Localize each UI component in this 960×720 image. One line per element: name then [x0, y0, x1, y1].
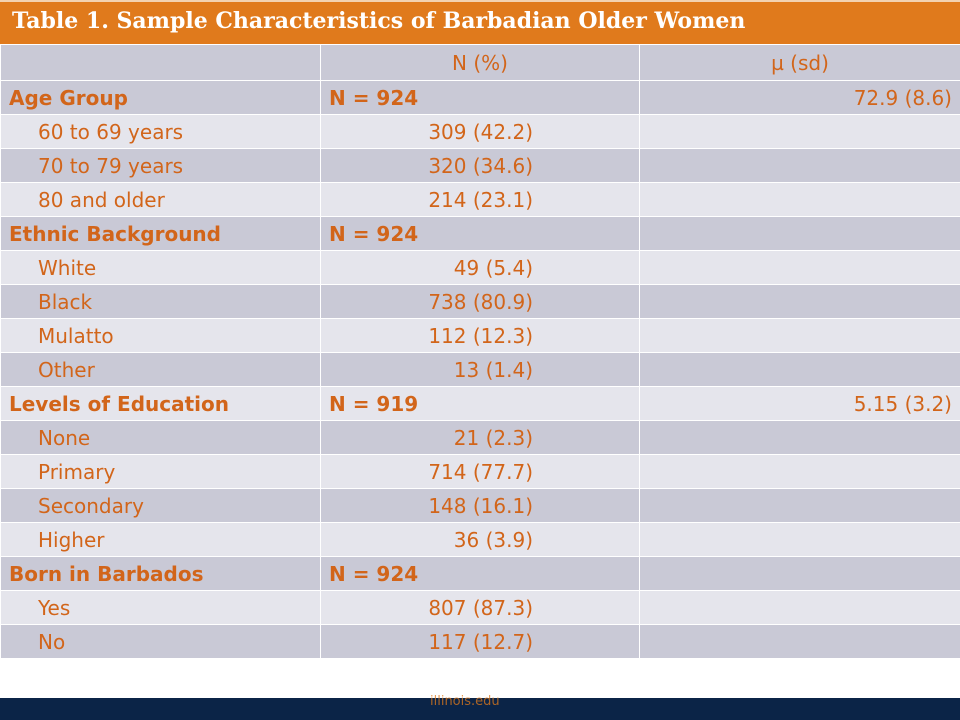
footer-text: illinois.edu [430, 694, 500, 709]
row-mean-sd [639, 318, 960, 353]
row-n-percent: 214 (23.1) [320, 182, 640, 217]
table-row: Yes 807 (87.3) [0, 590, 960, 625]
row-label: Ethnic Background [0, 216, 321, 251]
row-label: No [0, 624, 321, 659]
row-n-percent: 714 (77.7) [320, 454, 640, 489]
table-row: Secondary 148 (16.1) [0, 488, 960, 523]
row-mean-sd [639, 284, 960, 319]
row-label: Black [0, 284, 321, 319]
row-label: Yes [0, 590, 321, 625]
table-row: 80 and older 214 (23.1) [0, 182, 960, 217]
row-n-percent: 112 (12.3) [320, 318, 640, 353]
row-mean-sd [639, 454, 960, 489]
row-label: 60 to 69 years [0, 114, 321, 149]
table-body: Age Group N = 924 72.9 (8.6) 60 to 69 years… [0, 80, 960, 659]
row-mean-sd [639, 250, 960, 285]
table-title: Table 1. Sample Characteristics of Barba… [12, 8, 746, 34]
row-mean-sd [639, 216, 960, 251]
table-row: 60 to 69 years 309 (42.2) [0, 114, 960, 149]
row-label: Secondary [0, 488, 321, 523]
row-mean-sd [639, 624, 960, 659]
row-mean-sd [639, 556, 960, 591]
row-mean-sd: 72.9 (8.6) [639, 80, 960, 115]
table-row: None 21 (2.3) [0, 420, 960, 455]
row-n-percent: N = 924 [320, 556, 640, 591]
row-label: None [0, 420, 321, 455]
row-n-percent: 21 (2.3) [320, 420, 640, 455]
row-n-percent: 807 (87.3) [320, 590, 640, 625]
row-n-percent: N = 924 [320, 216, 640, 251]
table-row: Higher 36 (3.9) [0, 522, 960, 557]
header-label [0, 44, 321, 81]
row-n-percent: 738 (80.9) [320, 284, 640, 319]
table-row: Black 738 (80.9) [0, 284, 960, 319]
title-bar: Table 1. Sample Characteristics of Barba… [0, 0, 960, 44]
row-mean-sd [639, 590, 960, 625]
row-label: Primary [0, 454, 321, 489]
table-row: Born in Barbados N = 924 [0, 556, 960, 591]
row-n-percent: 13 (1.4) [320, 352, 640, 387]
row-n-percent: 320 (34.6) [320, 148, 640, 183]
row-n-percent: N = 919 [320, 386, 640, 421]
row-mean-sd: 5.15 (3.2) [639, 386, 960, 421]
row-label: Born in Barbados [0, 556, 321, 591]
row-label: White [0, 250, 321, 285]
row-label: Other [0, 352, 321, 387]
row-label: 80 and older [0, 182, 321, 217]
header-n-percent: N (%) [320, 44, 640, 81]
row-label: Levels of Education [0, 386, 321, 421]
row-n-percent: 117 (12.7) [320, 624, 640, 659]
row-n-percent: N = 924 [320, 80, 640, 115]
characteristics-table: N (%) µ (sd) Age Group N = 924 72.9 (8.6) 6… [0, 44, 960, 659]
table-row: 70 to 79 years 320 (34.6) [0, 148, 960, 183]
row-n-percent: 309 (42.2) [320, 114, 640, 149]
row-mean-sd [639, 148, 960, 183]
header-mean-sd: µ (sd) [639, 44, 960, 81]
row-mean-sd [639, 488, 960, 523]
row-label: 70 to 79 years [0, 148, 321, 183]
table-row: Age Group N = 924 72.9 (8.6) [0, 80, 960, 115]
table-row: White 49 (5.4) [0, 250, 960, 285]
row-mean-sd [639, 182, 960, 217]
row-n-percent: 148 (16.1) [320, 488, 640, 523]
footer-bar: illinois.edu [0, 694, 960, 720]
row-mean-sd [639, 420, 960, 455]
row-n-percent: 36 (3.9) [320, 522, 640, 557]
table-row: Mulatto 112 (12.3) [0, 318, 960, 353]
row-mean-sd [639, 352, 960, 387]
row-n-percent: 49 (5.4) [320, 250, 640, 285]
table-row: No 117 (12.7) [0, 624, 960, 659]
table-header-row: N (%) µ (sd) [0, 44, 960, 81]
table-row: Other 13 (1.4) [0, 352, 960, 387]
table-row: Levels of Education N = 919 5.15 (3.2) [0, 386, 960, 421]
row-label: Higher [0, 522, 321, 557]
row-label: Age Group [0, 80, 321, 115]
row-label: Mulatto [0, 318, 321, 353]
row-mean-sd [639, 522, 960, 557]
table-row: Primary 714 (77.7) [0, 454, 960, 489]
row-mean-sd [639, 114, 960, 149]
table-row: Ethnic Background N = 924 [0, 216, 960, 251]
